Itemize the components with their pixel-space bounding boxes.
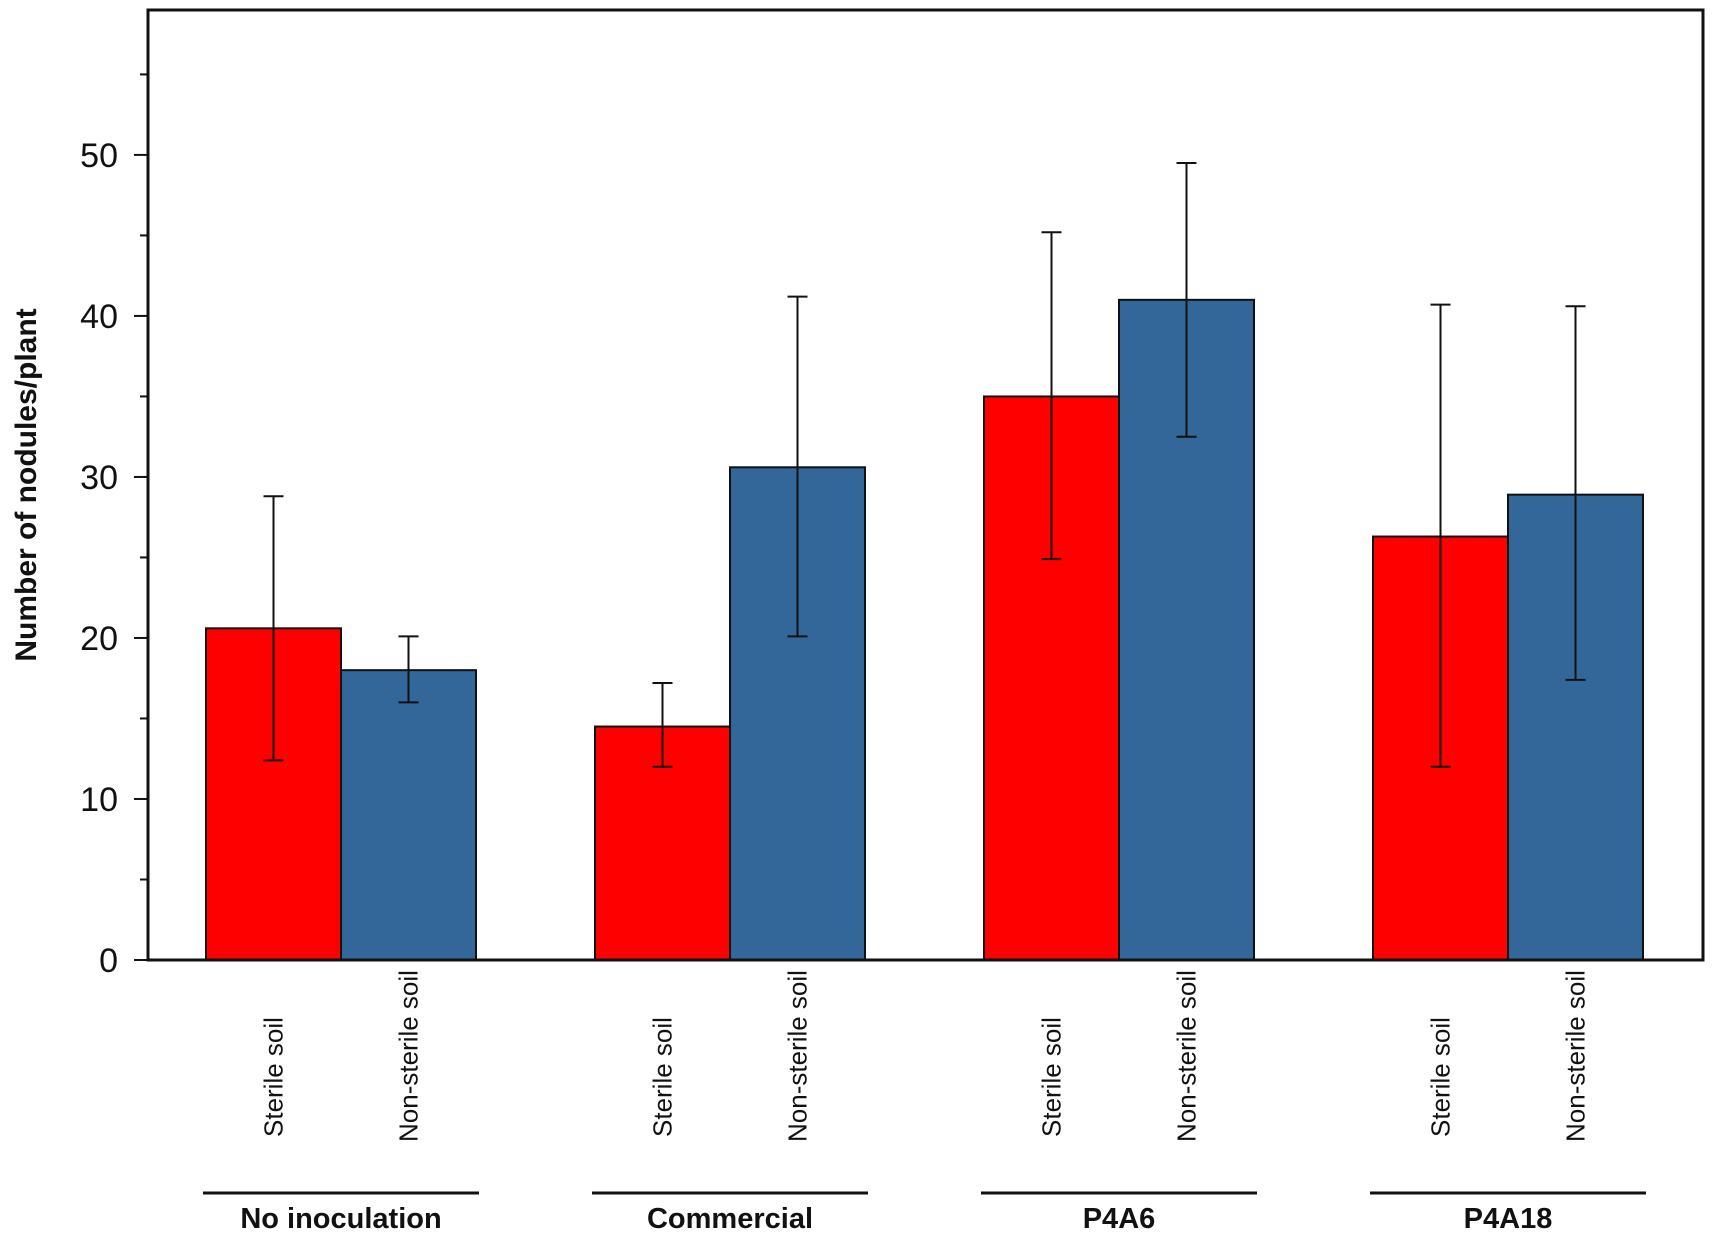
bars-layer [205,298,1644,962]
condition-label: Non-sterile soil [394,970,424,1142]
y-axis: 0 10 20 30 40 50 [80,73,148,980]
x-axis-labels: Sterile soil Non-sterile soil No inoculati… [203,970,1646,1235]
condition-label: Non-sterile soil [783,970,813,1142]
group-label: P4A18 [1464,1203,1553,1235]
error-bars-layer [263,161,1586,768]
y-tick-label: 30 [80,459,118,497]
y-tick-label: 40 [80,298,118,336]
group-label: P4A6 [1083,1203,1156,1235]
condition-label: Sterile soil [1037,1017,1067,1137]
condition-label: Sterile soil [259,1017,289,1137]
y-axis-title: Number of nodules/plant [10,308,43,661]
y-tick-label: 50 [80,137,118,175]
y-tick-label: 20 [80,620,118,658]
y-tick-label: 10 [80,781,118,819]
condition-label: Non-sterile soil [1172,970,1202,1142]
condition-label: Sterile soil [648,1017,678,1137]
group-label: No inoculation [240,1203,441,1235]
condition-label: Sterile soil [1426,1017,1456,1137]
condition-label: Non-sterile soil [1561,970,1591,1142]
y-tick-label: 0 [99,942,118,980]
group-label: Commercial [647,1203,813,1235]
plot-frame [146,8,1705,962]
bar-non-sterile-0 [340,669,477,961]
